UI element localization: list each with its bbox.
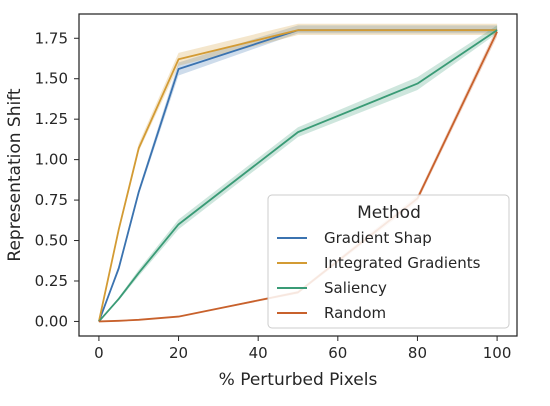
legend-label: Random	[324, 304, 386, 322]
legend-label: Integrated Gradients	[324, 254, 481, 272]
y-tick-label: 0.00	[35, 312, 68, 330]
y-tick-label: 1.25	[35, 110, 68, 128]
y-tick-label: 1.00	[35, 151, 68, 169]
legend-title: Method	[357, 203, 421, 223]
y-tick-label: 0.75	[35, 191, 68, 209]
x-axis-ticks: 0 20 40 60 80 100	[94, 336, 511, 362]
legend-label: Gradient Shap	[324, 229, 432, 247]
y-tick-label: 0.25	[35, 272, 68, 290]
x-tick-label: 0	[94, 344, 104, 362]
x-tick-label: 40	[249, 344, 268, 362]
series-line-2	[98, 29, 498, 323]
confidence-bands	[98, 23, 498, 322]
y-tick-label: 1.50	[35, 70, 68, 88]
y-axis-label: Representation Shift	[5, 88, 25, 261]
plot-frame	[78, 13, 518, 337]
y-tick-label: 1.75	[35, 29, 68, 47]
x-axis-label: % Perturbed Pixels	[219, 370, 378, 390]
legend-items: Gradient Shap Integrated Gradients Salienc…	[277, 229, 481, 322]
legend: Method Gradient Shap Integrated Gradients…	[267, 194, 510, 329]
x-tick-label: 60	[328, 344, 347, 362]
y-axis-ticks: 0.00 0.25 0.50 0.75 1.00 1.25 1.50 1.75	[35, 29, 79, 330]
x-tick-label: 20	[169, 344, 188, 362]
y-tick-label: 0.50	[35, 232, 68, 250]
legend-box	[267, 194, 510, 329]
legend-label: Saliency	[324, 279, 387, 297]
series-line-1	[98, 29, 498, 322]
x-tick-label: 100	[483, 344, 512, 362]
band-2	[98, 25, 498, 322]
x-tick-label: 80	[408, 344, 427, 362]
